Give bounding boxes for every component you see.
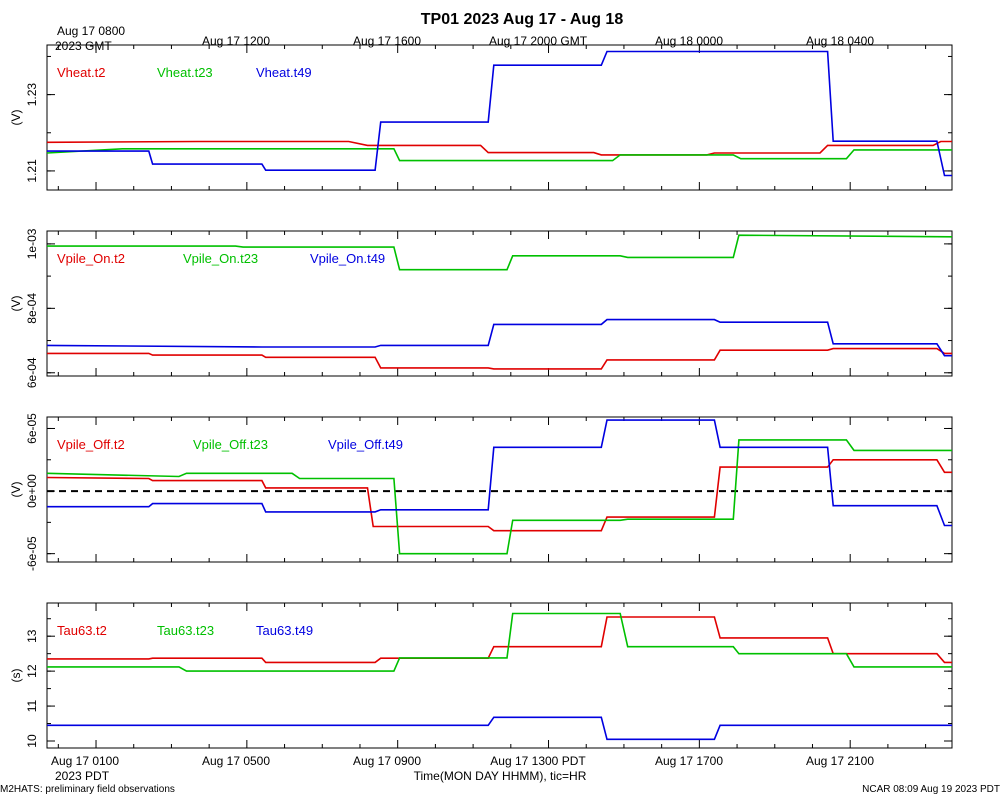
y-axis-label: (s) [9,669,23,683]
chart-panel: 10 11 12 13 (s) Tau63.t2 Tau63.t23 Tau63.t49 [9,602,953,749]
top-tick-label: Aug 17 0800 [57,24,125,38]
legend-entry-Vpile_On.t49: Vpile_On.t49 [310,251,385,266]
y-axis-label: (V) [9,482,23,498]
series-line-Vpile_Off.t49 [47,419,952,527]
legend-entry-Vheat.t2: Vheat.t2 [57,65,105,80]
bottom-tick-label: Aug 17 0900 [353,754,421,768]
legend-entry-Vpile_On.t2: Vpile_On.t2 [57,251,125,266]
top-tick-label: Aug 17 2000 GMT [489,34,588,48]
legend-entry-Vheat.t49: Vheat.t49 [256,65,312,80]
series-line-Vpile_Off.t2 [46,458,952,532]
y-tick-label: 8e-04 [25,293,39,324]
y-tick-label: -6e-05 [25,536,39,571]
series-line-Tau63.t23 [47,612,952,672]
top-time-axis: Aug 17 0800 Aug 17 1200 Aug 17 1600 Aug … [55,24,874,53]
series-line-Tau63.t2 [47,616,952,664]
y-tick-label: 13 [25,629,39,643]
series-line-Vpile_On.t23 [47,234,953,271]
y-tick-label: 1.23 [25,83,39,107]
chart-title: TP01 2023 Aug 17 - Aug 18 [421,11,624,28]
chart-panel: -6e-05 0e+00 6e-05 (V) Vpile_Off.t2 Vpile_Off… [9,413,953,571]
y-tick-label: 6e-04 [25,357,39,388]
legend-entry-Vpile_On.t23: Vpile_On.t23 [183,251,258,266]
bottom-tick-label: Aug 17 1700 [655,754,723,768]
y-tick-label: 6e-05 [25,413,39,444]
top-tick-label: Aug 18 0000 [655,34,723,48]
series-line-Vheat.t23 [46,148,952,162]
bottom-tick-label: Aug 17 1300 PDT [490,754,586,768]
bottom-tick-label: Aug 17 0100 [51,754,119,768]
legend-entry-Vheat.t23: Vheat.t23 [157,65,213,80]
y-tick-label: 10 [25,734,39,748]
plot-frame [46,416,953,563]
plot-frame [46,602,953,749]
legend-entry-Vpile_Off.t23: Vpile_Off.t23 [193,437,268,452]
y-tick-label: 1.21 [25,159,39,183]
chart-panel: 6e-04 8e-04 1e-03 (V) Vpile_On.t2 Vpile_On.t2… [9,228,953,388]
series-line-Vheat.t2 [46,140,952,156]
y-tick-label: 1e-03 [25,228,39,259]
top-year-label: 2023 GMT [55,39,112,53]
legend-entry-Vpile_Off.t2: Vpile_Off.t2 [57,437,125,452]
series-line-Vpile_On.t2 [47,347,952,370]
y-tick-label: 12 [25,664,39,678]
bottom-tick-label: Aug 17 2100 [806,754,874,768]
bottom-time-axis: Aug 17 0100 Aug 17 0500 Aug 17 0900 Aug … [51,754,874,783]
series-line-Vheat.t49 [47,50,952,177]
bottom-year-label: 2023 PDT [55,769,110,783]
top-tick-label: Aug 17 1600 [353,34,421,48]
y-tick-label: 11 [25,700,39,713]
plot-frame [46,230,953,377]
chart-panel: 1.21 1.23(V) Vheat.t2 Vheat.t23 Vheat.t49 [9,44,953,191]
legend-entry-Tau63.t2: Tau63.t2 [57,623,107,638]
footer-right-note: NCAR 08:09 Aug 19 2023 PDT [862,784,1000,795]
legend-entry-Vpile_Off.t49: Vpile_Off.t49 [328,437,403,452]
footer-left-note: M2HATS: preliminary field observations [0,784,175,795]
bottom-tick-label: Aug 17 0500 [202,754,270,768]
plot-frame [46,44,953,191]
legend-entry-Tau63.t23: Tau63.t23 [157,623,214,638]
y-axis-label: (V) [9,296,23,312]
legend-entry-Tau63.t49: Tau63.t49 [256,623,313,638]
series-line-Vpile_On.t49 [46,318,952,357]
y-tick-label: 0e+00 [25,474,39,508]
y-axis-label: (V) [9,110,23,126]
series-line-Vpile_Off.t23 [46,439,952,555]
x-axis-label: Time(MON DAY HHMM), tic=HR [414,769,587,783]
top-tick-label: Aug 17 1200 [202,34,270,48]
top-tick-label: Aug 18 0400 [806,34,874,48]
series-line-Tau63.t49 [47,716,952,741]
